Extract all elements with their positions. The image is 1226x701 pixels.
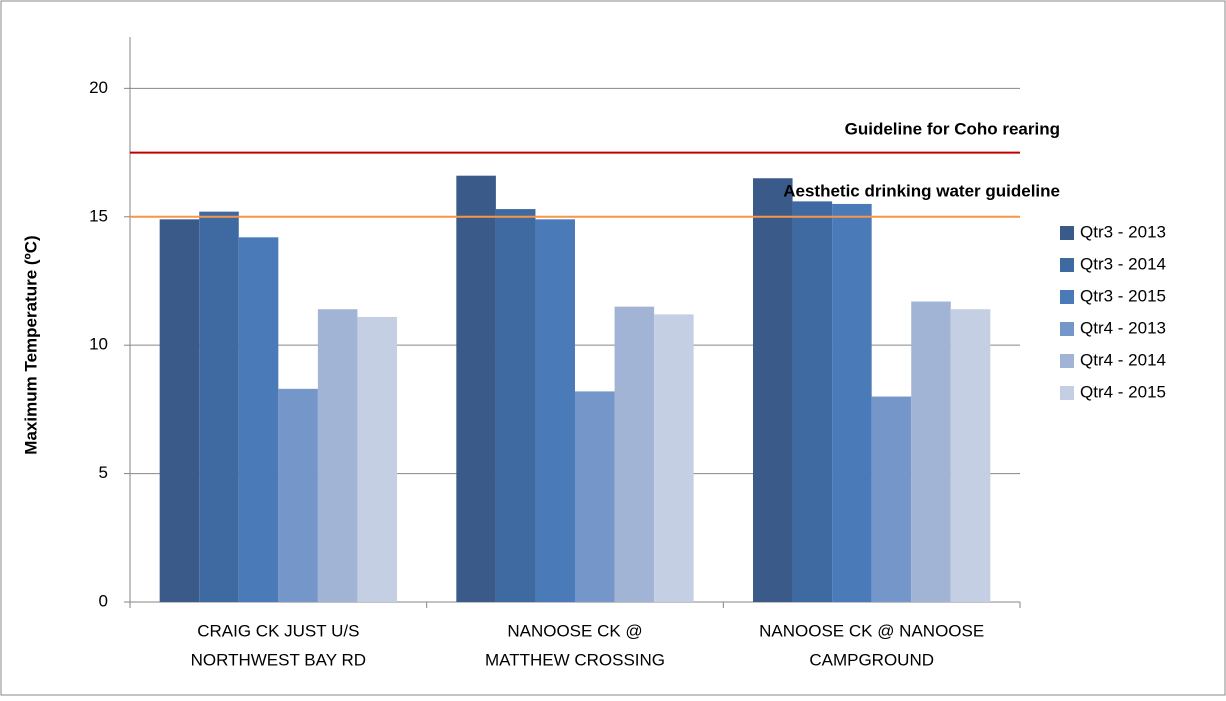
- bar: [317, 309, 358, 602]
- bar: [871, 396, 912, 602]
- bar: [792, 201, 833, 602]
- legend-label: Qtr3 - 2013: [1080, 222, 1166, 241]
- x-tick-label: MATTHEW CROSSING: [485, 650, 665, 669]
- y-tick-label: 10: [89, 335, 108, 354]
- bar: [357, 316, 397, 602]
- bar: [238, 237, 279, 602]
- x-tick-label: NORTHWEST BAY RD: [191, 650, 366, 669]
- bar: [950, 309, 991, 602]
- reference-label: Aesthetic drinking water guideline: [783, 181, 1060, 200]
- legend-label: Qtr4 - 2014: [1080, 350, 1166, 369]
- bar: [278, 388, 318, 602]
- x-tick-label: CAMPGROUND: [809, 650, 934, 669]
- legend-label: Qtr4 - 2013: [1080, 318, 1166, 337]
- y-tick-label: 15: [89, 206, 108, 225]
- legend-swatch: [1060, 386, 1074, 400]
- y-axis-label: Maximum Temperature (ºC): [21, 235, 40, 454]
- x-tick-label: NANOOSE CK @ NANOOSE: [759, 621, 984, 640]
- reference-label: Guideline for Coho rearing: [845, 119, 1060, 138]
- legend-swatch: [1060, 258, 1074, 272]
- bar: [495, 209, 536, 602]
- bar: [535, 219, 575, 602]
- legend-label: Qtr3 - 2014: [1080, 254, 1166, 273]
- legend-label: Qtr3 - 2015: [1080, 286, 1166, 305]
- bar: [832, 203, 872, 602]
- bar: [911, 301, 951, 602]
- x-tick-label: CRAIG CK JUST U/S: [197, 621, 359, 640]
- legend-label: Qtr4 - 2015: [1080, 382, 1166, 401]
- bar: [199, 211, 239, 603]
- bar: [654, 314, 694, 602]
- legend-swatch: [1060, 354, 1074, 368]
- bar: [159, 219, 200, 602]
- legend-swatch: [1060, 226, 1074, 240]
- y-tick-label: 20: [89, 78, 108, 97]
- bar: [575, 391, 615, 602]
- legend-swatch: [1060, 290, 1074, 304]
- bar: [614, 306, 655, 602]
- y-tick-label: 0: [99, 591, 108, 610]
- x-tick-label: NANOOSE CK @: [507, 621, 642, 640]
- bar: [456, 175, 496, 602]
- bar: [753, 178, 793, 602]
- y-tick-label: 5: [99, 463, 108, 482]
- legend-swatch: [1060, 322, 1074, 336]
